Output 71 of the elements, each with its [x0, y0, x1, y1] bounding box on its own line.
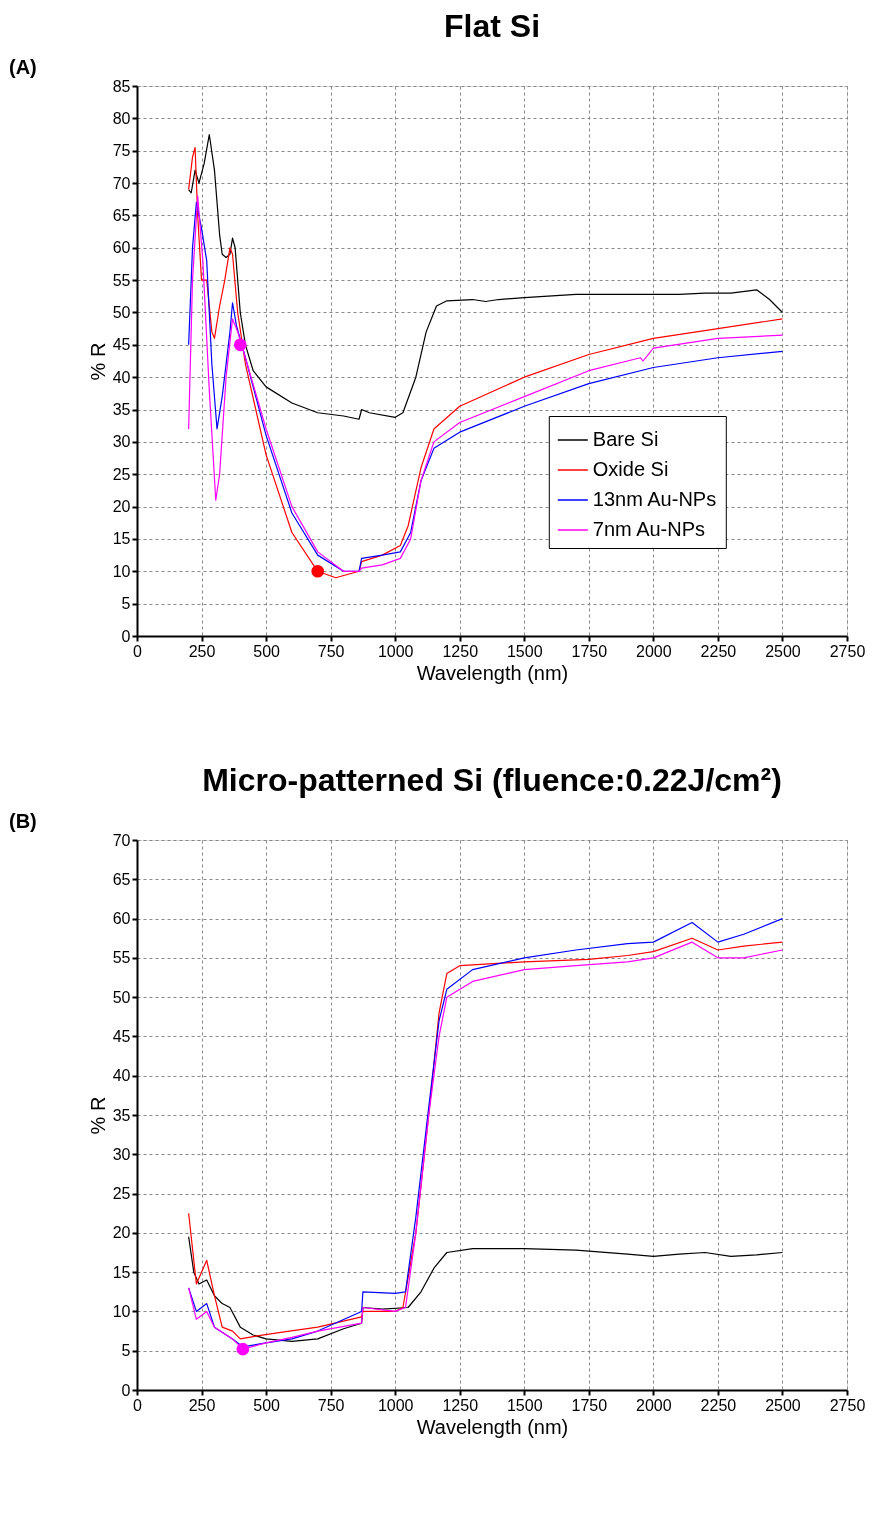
x-tick-label: 1750 [571, 1396, 608, 1414]
chart-title: Micro-patterned Si (fluence:0.22J/cm²) [202, 762, 782, 798]
x-tick-label: 2250 [700, 642, 737, 660]
x-tick-label: 2500 [765, 1396, 801, 1414]
x-axis-title: Wavelength (nm) [416, 1415, 569, 1438]
y-tick-label: 65 [112, 870, 131, 888]
line-series [188, 1236, 784, 1342]
y-tick-label: 5 [121, 595, 131, 613]
y-tick-label: 55 [112, 949, 131, 967]
x-tick-label: 1000 [377, 1396, 414, 1414]
x-tick-label: 0 [133, 1396, 143, 1414]
y-tick-label: 40 [112, 368, 131, 386]
y-tick-label: 85 [112, 77, 131, 95]
chart-title: Flat Si [443, 8, 541, 44]
y-tick-label: 70 [112, 831, 131, 849]
x-tick-label: 250 [188, 642, 216, 660]
x-axis-title: Wavelength (nm) [416, 661, 569, 684]
y-tick-label: 35 [112, 401, 131, 419]
y-tick-label: 5 [121, 1342, 131, 1360]
y-tick-label: 55 [112, 271, 131, 289]
y-tick-label: 75 [112, 142, 131, 160]
legend-label: 13nm Au-NPs [592, 488, 717, 510]
x-tick-label: 1500 [506, 1396, 543, 1414]
x-tick-label: 1500 [506, 642, 543, 660]
y-tick-label: 25 [112, 1185, 131, 1203]
y-tick-label: 50 [112, 303, 131, 321]
y-tick-label: 20 [112, 1224, 131, 1242]
y-tick-label: 0 [121, 627, 131, 645]
x-tick-label: 2500 [765, 642, 801, 660]
x-tick-label: 1000 [377, 642, 414, 660]
y-tick-label: 40 [112, 1067, 131, 1085]
x-tick-label: 2750 [829, 1396, 866, 1414]
x-tick-label: 1250 [442, 1396, 479, 1414]
y-axis-title: % R [86, 1096, 109, 1135]
y-tick-label: 60 [112, 910, 131, 928]
text: (B) [9, 810, 37, 832]
x-tick-label: 1750 [571, 642, 608, 660]
y-tick-label: 30 [112, 433, 131, 451]
y-tick-label: 70 [112, 174, 131, 192]
y-tick-label: 60 [112, 239, 131, 257]
x-tick-label: 2750 [829, 642, 866, 660]
y-tick-label: 30 [112, 1145, 131, 1163]
x-tick-label: 2250 [700, 1396, 737, 1414]
y-tick-label: 10 [112, 562, 131, 580]
y-tick-label: 45 [112, 1027, 131, 1045]
y-tick-label: 80 [112, 109, 131, 127]
y-tick-label: 15 [112, 1263, 131, 1281]
x-tick-label: 750 [317, 1396, 345, 1414]
y-tick-label: 0 [121, 1381, 131, 1399]
x-tick-label: 1250 [442, 642, 479, 660]
y-tick-label: 50 [112, 988, 131, 1006]
x-tick-label: 2000 [636, 642, 672, 660]
legend-label: Bare Si [592, 428, 659, 450]
x-tick-label: 250 [188, 1396, 216, 1414]
y-tick-label: 25 [112, 465, 131, 483]
x-tick-label: 500 [253, 642, 281, 660]
y-tick-label: 15 [112, 530, 131, 548]
y-tick-label: 45 [112, 336, 131, 354]
legend-label: Oxide Si [592, 458, 669, 480]
y-tick-label: 10 [112, 1302, 131, 1320]
y-tick-label: 20 [112, 498, 131, 516]
text: (A) [9, 56, 37, 78]
y-axis-title: % R [86, 342, 109, 381]
x-tick-label: 2000 [636, 1396, 672, 1414]
y-tick-label: 35 [112, 1106, 131, 1124]
legend-label: 7nm Au-NPs [592, 518, 706, 540]
x-tick-label: 500 [253, 1396, 281, 1414]
x-tick-label: 750 [317, 642, 345, 660]
line-series [188, 133, 784, 420]
y-tick-label: 65 [112, 206, 131, 224]
x-tick-label: 0 [133, 642, 143, 660]
